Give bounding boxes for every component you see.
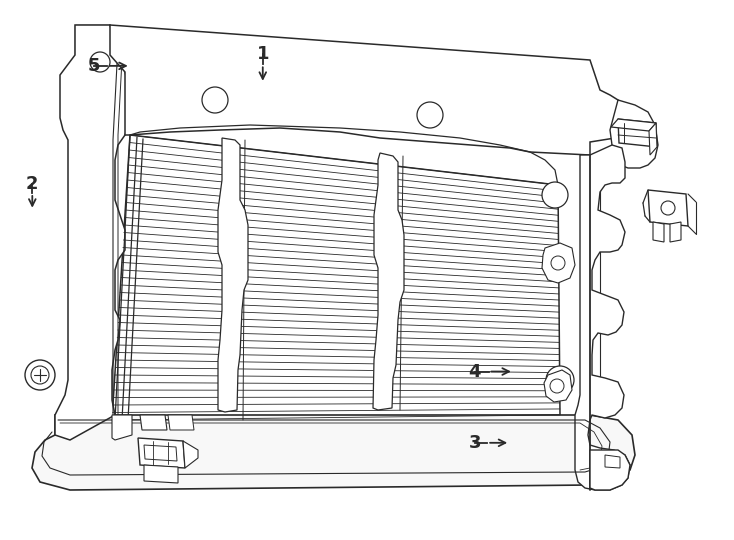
Polygon shape bbox=[611, 119, 656, 131]
Circle shape bbox=[661, 201, 675, 215]
Polygon shape bbox=[590, 450, 630, 490]
Polygon shape bbox=[373, 153, 404, 410]
Circle shape bbox=[417, 102, 443, 128]
Circle shape bbox=[551, 256, 565, 270]
Polygon shape bbox=[55, 25, 130, 440]
Polygon shape bbox=[110, 25, 620, 155]
Text: 5: 5 bbox=[87, 57, 101, 75]
Polygon shape bbox=[112, 135, 560, 420]
Text: 3: 3 bbox=[468, 434, 482, 452]
Circle shape bbox=[542, 182, 568, 208]
Circle shape bbox=[25, 360, 55, 390]
Circle shape bbox=[546, 366, 574, 394]
Polygon shape bbox=[144, 465, 178, 483]
Circle shape bbox=[202, 87, 228, 113]
Text: 2: 2 bbox=[26, 174, 39, 193]
Polygon shape bbox=[649, 123, 657, 155]
Polygon shape bbox=[144, 445, 177, 461]
Polygon shape bbox=[610, 100, 658, 168]
Polygon shape bbox=[575, 145, 630, 490]
Polygon shape bbox=[183, 441, 198, 468]
Polygon shape bbox=[140, 415, 167, 430]
Polygon shape bbox=[218, 138, 248, 412]
Polygon shape bbox=[648, 190, 688, 226]
Polygon shape bbox=[618, 119, 657, 147]
Polygon shape bbox=[138, 438, 185, 468]
Polygon shape bbox=[75, 25, 125, 72]
Polygon shape bbox=[168, 415, 194, 430]
Polygon shape bbox=[544, 370, 572, 402]
Circle shape bbox=[90, 52, 110, 72]
Polygon shape bbox=[605, 455, 620, 468]
Polygon shape bbox=[542, 243, 575, 283]
Polygon shape bbox=[653, 222, 664, 242]
Polygon shape bbox=[670, 222, 681, 242]
Text: 4: 4 bbox=[468, 362, 482, 381]
Circle shape bbox=[31, 366, 49, 384]
Text: 1: 1 bbox=[256, 45, 269, 63]
Polygon shape bbox=[32, 415, 635, 490]
Circle shape bbox=[550, 379, 564, 393]
Polygon shape bbox=[112, 415, 132, 440]
